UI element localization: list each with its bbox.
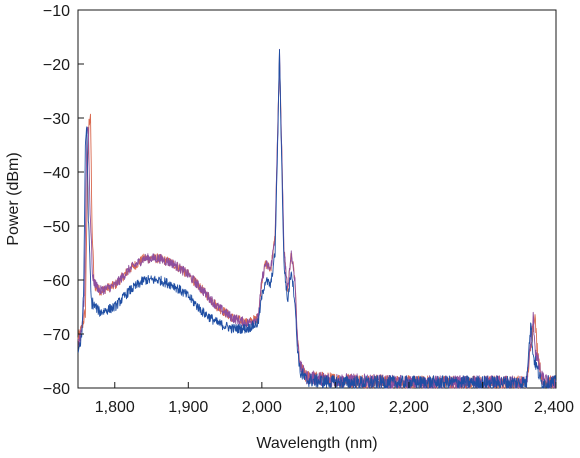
plot-area-frame bbox=[77, 9, 557, 389]
x-tick-label: 2,300 bbox=[462, 399, 502, 416]
y-tick-label: −30 bbox=[43, 111, 70, 128]
series-layer bbox=[77, 48, 557, 389]
x-tick-label: 2,100 bbox=[315, 399, 355, 416]
y-axis: −80 −70 −60 −50 −40 −30 −20 −10 bbox=[43, 3, 84, 398]
y-tick-label: −40 bbox=[43, 165, 70, 182]
y-tick-label: −70 bbox=[43, 327, 70, 344]
x-tick-label: 1,800 bbox=[95, 399, 135, 416]
series-line-3 bbox=[77, 49, 557, 389]
y-axis-title: Power (dBm) bbox=[5, 152, 22, 245]
y-tick-label: −20 bbox=[43, 57, 70, 74]
x-axis-title: Wavelength (nm) bbox=[256, 435, 377, 452]
x-axis: 1,800 1,900 2,000 2,100 2,200 2,300 2,400 bbox=[95, 382, 574, 416]
y-tick-label: −60 bbox=[43, 273, 70, 290]
x-tick-label: 1,900 bbox=[168, 399, 208, 416]
y-tick-label: −80 bbox=[43, 381, 70, 398]
x-tick-label: 2,000 bbox=[242, 399, 282, 416]
series-line-2 bbox=[77, 48, 557, 389]
x-tick-label: 2,400 bbox=[534, 399, 574, 416]
y-tick-label: −10 bbox=[43, 3, 70, 20]
x-tick-label: 2,200 bbox=[389, 399, 429, 416]
series-line-1 bbox=[77, 60, 557, 389]
y-tick-label: −50 bbox=[43, 219, 70, 236]
